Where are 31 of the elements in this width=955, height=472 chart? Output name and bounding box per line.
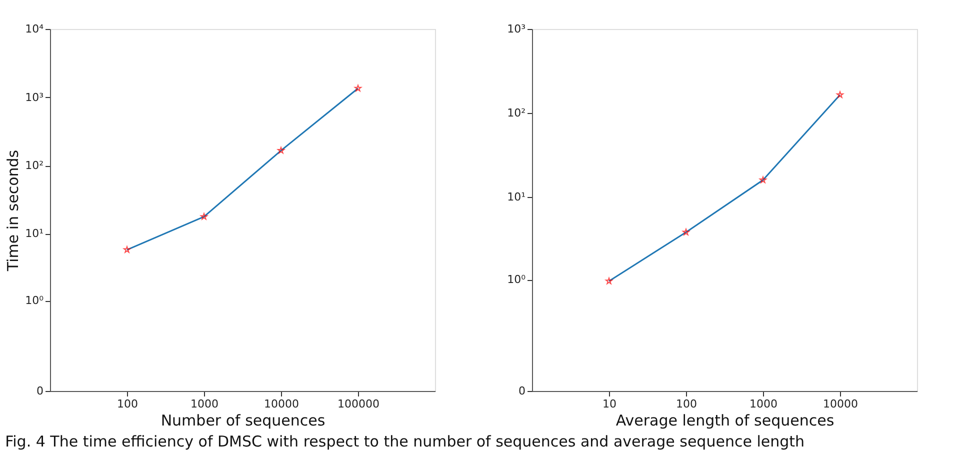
y-tick-label: 10²	[507, 106, 526, 120]
point	[123, 246, 131, 253]
point	[836, 91, 844, 98]
y-tick-label: 10⁰	[507, 273, 526, 286]
x-tick-label: 10000	[264, 398, 299, 410]
point	[759, 176, 767, 184]
y-tick-label: 0	[518, 384, 526, 398]
x-tick-label: 100	[117, 398, 138, 410]
point	[605, 277, 613, 284]
x-tick-label: 10000	[823, 398, 858, 410]
y-tick-label: 10²	[25, 159, 44, 172]
x-tick-label: 100	[676, 398, 697, 410]
x-tick-label: 10	[602, 398, 616, 410]
point	[277, 146, 285, 154]
y-tick-label: 10³	[25, 90, 44, 104]
x-tick-label: 100000	[338, 398, 380, 410]
y-tick-label: 10¹	[507, 190, 526, 204]
x-axis-title: Number of sequences	[160, 412, 326, 430]
y-tick-label: 10¹	[25, 227, 44, 240]
y-tick-label: 0	[36, 384, 44, 398]
y-tick-label: 10³	[507, 22, 526, 36]
y-axis-title: Time in seconds	[4, 150, 22, 272]
caption: Fig. 4 The time efficiency of DMSC with respect to the number of sequences and average sequence length	[5, 432, 805, 450]
y-tick-label: 10⁰	[25, 294, 44, 308]
x-tick-label: 1000	[750, 398, 778, 410]
point	[200, 213, 208, 220]
x-tick-label: 1000	[190, 398, 218, 410]
y-tick-label: 10⁴	[25, 22, 44, 36]
point	[682, 228, 690, 236]
point	[354, 84, 362, 92]
x-axis-title: Average length of sequences	[616, 412, 834, 430]
